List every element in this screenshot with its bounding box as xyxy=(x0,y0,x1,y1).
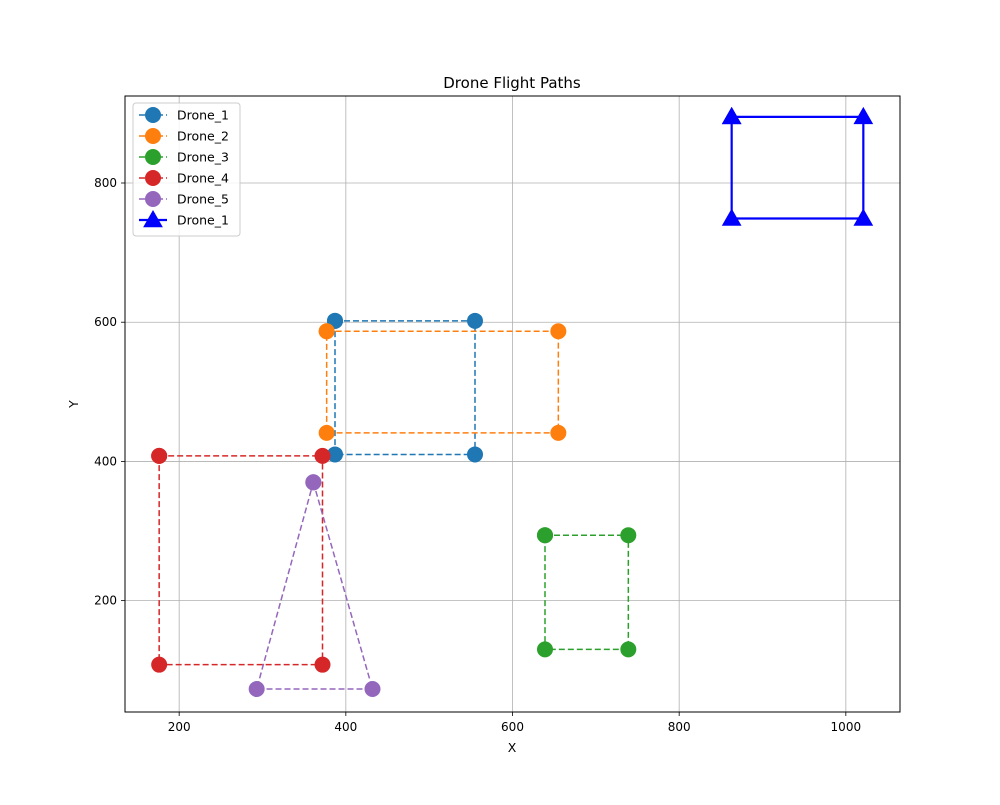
series-point xyxy=(550,424,567,441)
series-point xyxy=(721,106,742,125)
series-point xyxy=(364,681,381,698)
legend-label: Drone_2 xyxy=(177,129,229,144)
series-point xyxy=(327,312,343,329)
legend-marker xyxy=(145,107,161,123)
legend-marker xyxy=(145,170,161,186)
legend-label: Drone_5 xyxy=(177,192,229,207)
series-point xyxy=(314,656,331,673)
legend-marker xyxy=(145,149,161,165)
series-layer xyxy=(151,106,874,698)
legend-marker xyxy=(143,209,163,228)
legend-entry: Drone_1 xyxy=(139,107,229,123)
series-point xyxy=(853,106,874,125)
y-tick-label: 200 xyxy=(94,594,117,608)
series-point xyxy=(853,208,874,226)
series-point xyxy=(721,208,742,226)
series-2 xyxy=(318,323,567,441)
series-line xyxy=(255,482,374,690)
series-3 xyxy=(537,527,637,658)
series-point xyxy=(318,424,335,441)
series-4 xyxy=(151,447,331,673)
x-tick-label: 800 xyxy=(668,720,691,734)
x-tick-label: 400 xyxy=(334,720,357,734)
series-point xyxy=(151,656,168,673)
y-tick-label: 800 xyxy=(94,176,117,190)
ticks: 200 400 600 800 1000 200 400 600 800 xyxy=(94,176,861,734)
series-point xyxy=(537,527,553,544)
x-tick-label: 1000 xyxy=(831,720,862,734)
series-point xyxy=(467,312,483,329)
legend-label: Drone_1 xyxy=(177,213,229,228)
series-point xyxy=(248,681,265,698)
y-tick-label: 400 xyxy=(94,454,117,468)
series-point xyxy=(151,447,168,464)
legend: Drone_1 Drone_2 Drone_3 Drone_4 Drone_5 Drone… xyxy=(132,102,241,237)
series-point xyxy=(305,474,322,491)
series-1 xyxy=(327,312,483,463)
legend-entry: Drone_1 xyxy=(139,209,229,228)
y-tick-label: 600 xyxy=(94,315,117,329)
legend-label: Drone_4 xyxy=(177,171,229,186)
series-point xyxy=(314,447,331,464)
legend-entry: Drone_3 xyxy=(139,149,229,165)
legend-entry: Drone_5 xyxy=(139,191,229,207)
legend-label: Drone_3 xyxy=(177,150,229,165)
series-point xyxy=(467,446,483,463)
grid xyxy=(125,96,900,712)
series-point xyxy=(620,641,637,658)
series-5 xyxy=(248,474,381,698)
x-tick-label: 200 xyxy=(168,720,191,734)
series-point xyxy=(620,527,637,544)
x-axis-label: X xyxy=(508,740,517,755)
series-point xyxy=(318,323,335,340)
chart-title: Drone Flight Paths xyxy=(443,74,581,92)
legend-label: Drone_1 xyxy=(177,108,229,123)
legend-marker xyxy=(145,128,161,144)
legend-marker xyxy=(145,191,161,207)
legend-entry: Drone_2 xyxy=(139,128,229,144)
series-point xyxy=(537,641,553,658)
legend-entry: Drone_4 xyxy=(139,170,229,186)
x-tick-label: 600 xyxy=(501,720,524,734)
series-6 xyxy=(721,106,874,226)
y-axis-label: Y xyxy=(66,400,81,409)
series-point xyxy=(550,323,567,340)
series-line xyxy=(544,534,630,651)
